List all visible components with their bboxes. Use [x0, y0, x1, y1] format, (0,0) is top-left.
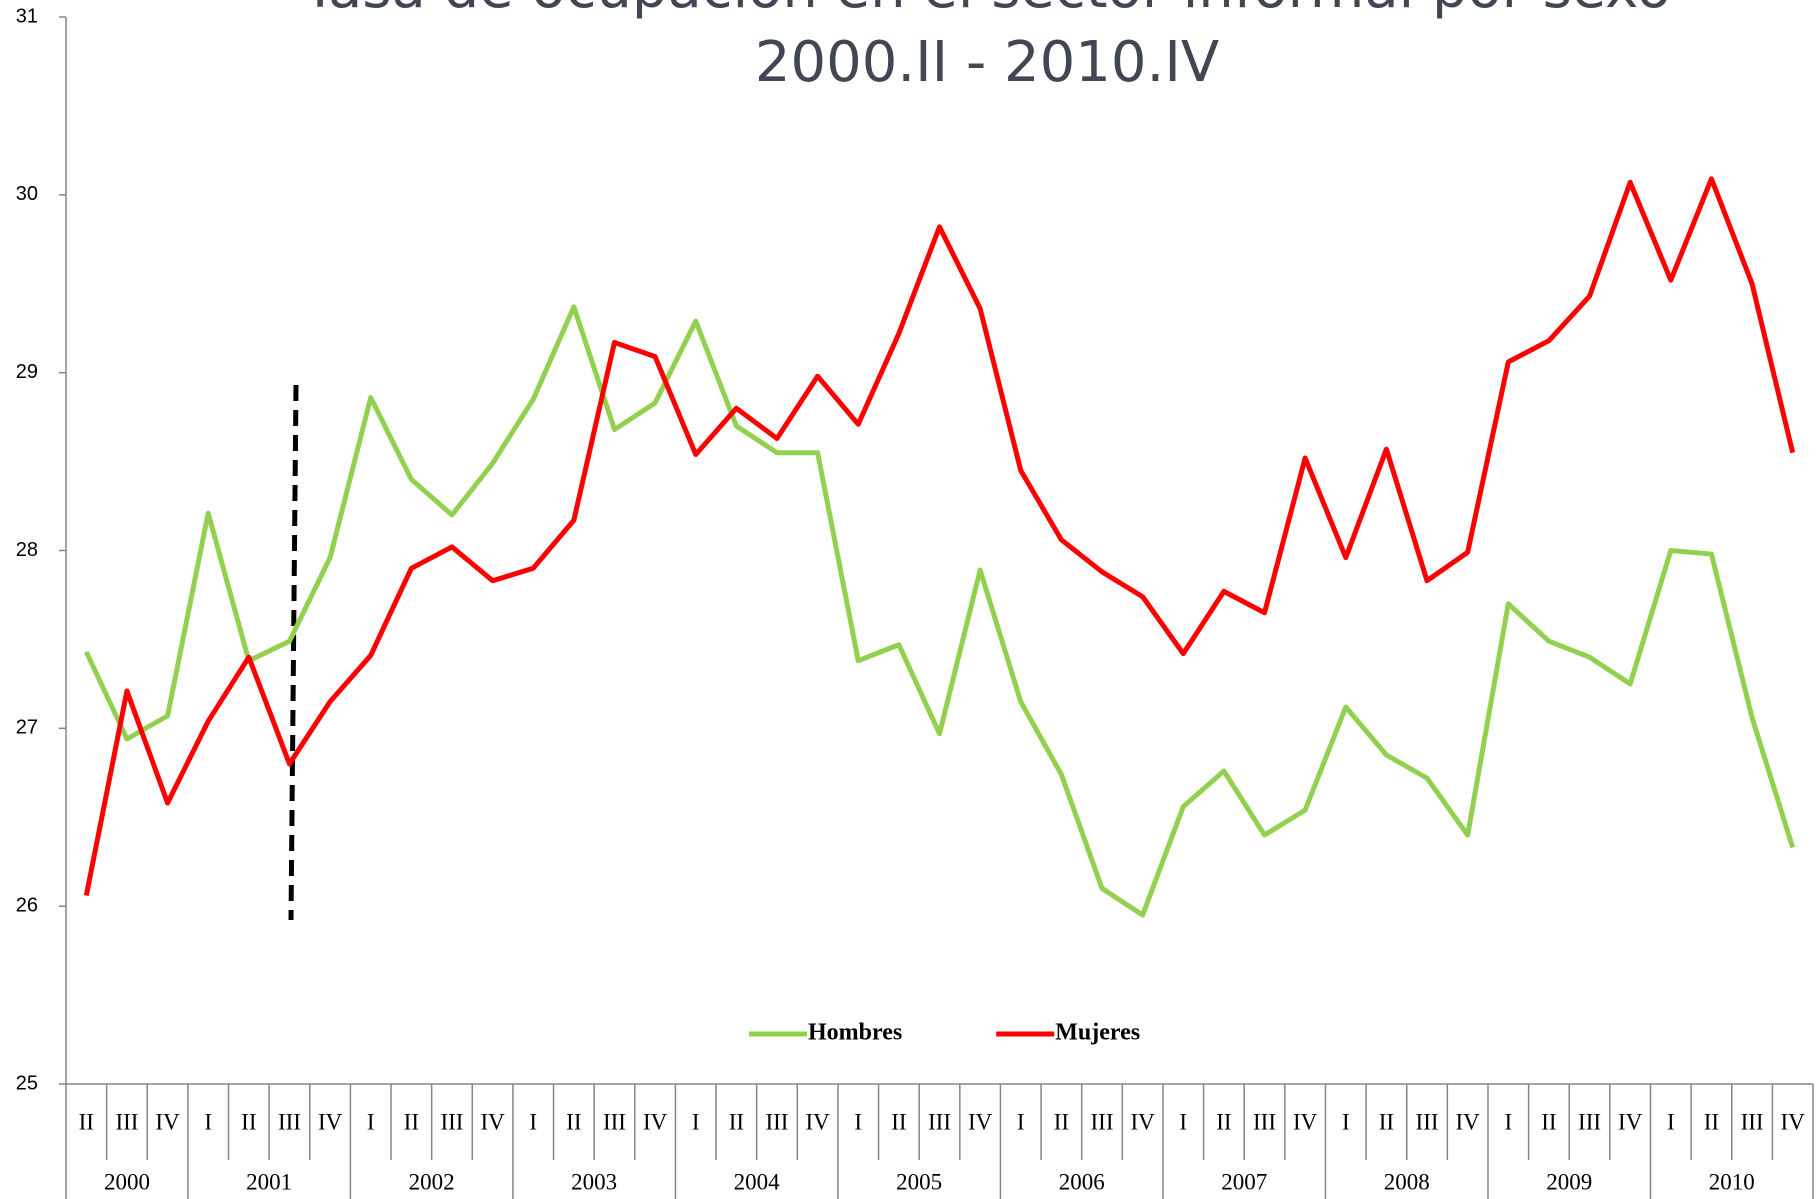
chart-title: Tasa de ocupación en el sector informal … — [302, 0, 1671, 21]
x-tick-label: I — [204, 1109, 212, 1134]
group-label: 2001 — [246, 1169, 292, 1194]
x-tick-label: III — [278, 1109, 301, 1134]
x-tick-label: II — [1379, 1109, 1394, 1134]
x-tick-label: II — [404, 1109, 419, 1134]
x-tick-label: IV — [1293, 1109, 1318, 1134]
legend-label: Mujeres — [1055, 1020, 1140, 1046]
y-tick-label: 31 — [16, 5, 38, 27]
chart-subtitle: 2000.II - 2010.IV — [755, 30, 1219, 95]
group-label: 2010 — [1709, 1169, 1755, 1194]
x-tick-label: II — [891, 1109, 906, 1134]
x-tick-label: IV — [318, 1109, 343, 1134]
x-tick-label: IV — [1130, 1109, 1155, 1134]
y-tick-label: 25 — [16, 1072, 38, 1094]
x-tick-label: IV — [1781, 1109, 1806, 1134]
x-tick-label: III — [603, 1109, 626, 1134]
x-tick-label: IV — [1618, 1109, 1643, 1134]
x-tick-label: II — [729, 1109, 744, 1134]
y-tick-label: 28 — [16, 539, 38, 561]
x-tick-label: III — [1578, 1109, 1601, 1134]
x-tick-label: III — [1091, 1109, 1114, 1134]
x-tick-label: IV — [643, 1109, 668, 1134]
group-label: 2006 — [1059, 1169, 1105, 1194]
y-tick-label: 27 — [16, 717, 38, 739]
x-tick-label: III — [765, 1109, 788, 1134]
x-tick-label: III — [1253, 1109, 1276, 1134]
x-tick-label: I — [1017, 1109, 1025, 1134]
x-tick-label: II — [1054, 1109, 1069, 1134]
series-line — [83, 176, 1796, 896]
x-tick-label: II — [1541, 1109, 1556, 1134]
x-tick-label: I — [529, 1109, 537, 1134]
group-label: 2009 — [1546, 1169, 1592, 1194]
x-tick-label: III — [928, 1109, 951, 1134]
x-tick-label: II — [566, 1109, 581, 1134]
group-label: 2008 — [1384, 1169, 1430, 1194]
group-label: 2000 — [104, 1169, 150, 1194]
group-label: 2003 — [571, 1169, 617, 1194]
group-label: 2002 — [409, 1169, 455, 1194]
y-tick-label: 29 — [16, 361, 38, 383]
group-label: 2004 — [734, 1169, 781, 1194]
group-label: 2005 — [896, 1169, 942, 1194]
reference-dashed-line — [288, 384, 299, 921]
x-tick-label: III — [440, 1109, 463, 1134]
x-tick-label: IV — [968, 1109, 993, 1134]
x-tick-label: I — [1342, 1109, 1350, 1134]
x-tick-label: I — [1504, 1109, 1512, 1134]
legend-label: Hombres — [808, 1020, 902, 1046]
x-tick-label: IV — [1456, 1109, 1481, 1134]
x-tick-label: III — [1741, 1109, 1764, 1134]
x-tick-label: II — [241, 1109, 256, 1134]
x-tick-label: IV — [155, 1109, 180, 1134]
y-tick-label: 30 — [16, 183, 38, 205]
x-tick-label: I — [692, 1109, 700, 1134]
x-tick-label: I — [367, 1109, 375, 1134]
x-tick-label: IV — [805, 1109, 830, 1134]
x-tick-label: I — [1179, 1109, 1187, 1134]
x-tick-label: II — [1216, 1109, 1231, 1134]
x-tick-label: I — [854, 1109, 862, 1134]
y-tick-label: 26 — [16, 894, 38, 916]
x-tick-label: IV — [480, 1109, 505, 1134]
group-label: 2007 — [1221, 1169, 1267, 1194]
x-tick-label: II — [1704, 1109, 1719, 1134]
x-tick-label: I — [1667, 1109, 1675, 1134]
x-tick-label: III — [115, 1109, 138, 1134]
x-tick-label: II — [79, 1109, 94, 1134]
series-line — [84, 304, 1796, 918]
x-tick-label: III — [1416, 1109, 1439, 1134]
